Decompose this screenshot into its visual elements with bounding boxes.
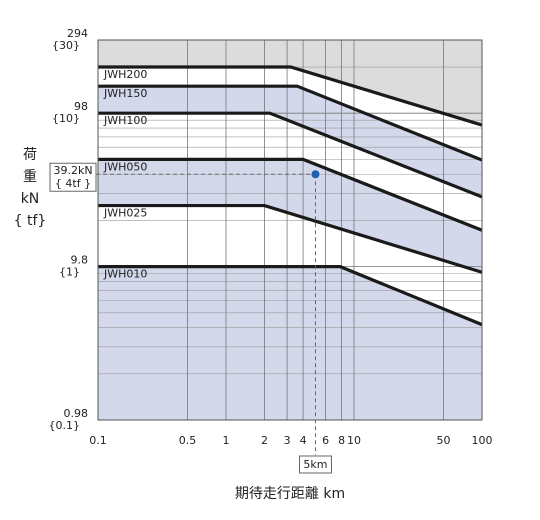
band-fill (98, 266, 482, 420)
x-tick-label: 4 (300, 434, 307, 447)
y-axis-title: 重 (23, 169, 37, 185)
x-tick-label: 1 (223, 434, 230, 447)
plot-border (97, 39, 483, 421)
y-tick-label: 294 (67, 27, 88, 40)
y-tick-label: 9.8 (71, 254, 89, 267)
x-tick-label: 3 (284, 434, 291, 447)
y-tick-sublabel: {30} (52, 39, 80, 52)
x-axis-title: 期待走行距離 km (235, 485, 345, 502)
annotation-label: 39.2kN (53, 164, 92, 177)
series-line (98, 84, 483, 162)
x-tick-label: 50 (436, 434, 450, 447)
series-label: JWH100 (103, 114, 147, 127)
series-label: JWH200 (103, 68, 147, 81)
point (311, 170, 320, 179)
x-tick-label: 2 (261, 434, 268, 447)
series-line (98, 157, 483, 232)
annotation-label: 5km (303, 458, 327, 471)
x-tick-label: 6 (322, 434, 329, 447)
label-box (49, 162, 97, 192)
x-tick-label: 8 (338, 434, 345, 447)
y-tick-sublabel: {1} (59, 266, 80, 279)
series-line (98, 65, 483, 127)
y-axis-title: { tf} (14, 213, 47, 229)
series-line (98, 203, 483, 274)
series-line (98, 111, 483, 199)
y-tick-label: 98 (74, 100, 88, 113)
label-box (298, 455, 332, 474)
y-tick-sublabel: {10} (52, 112, 80, 125)
y-axis-title: 荷 (23, 147, 37, 163)
y-tick-label: 0.98 (64, 407, 89, 420)
series-label: JWH010 (103, 268, 147, 281)
x-tick-label: 10 (347, 434, 361, 447)
x-tick-label: 0.5 (179, 434, 197, 447)
series-label: JWH025 (103, 207, 147, 220)
series-label: JWH050 (103, 160, 147, 173)
x-tick-label: 100 (472, 434, 493, 447)
y-tick-sublabel: {0.1} (49, 419, 81, 432)
annotation-label: { 4tf } (55, 177, 91, 190)
series-label: JWH150 (103, 87, 147, 100)
x-tick-label: 0.1 (89, 434, 107, 447)
y-axis-title: kN (21, 191, 40, 207)
series-line (98, 264, 483, 327)
